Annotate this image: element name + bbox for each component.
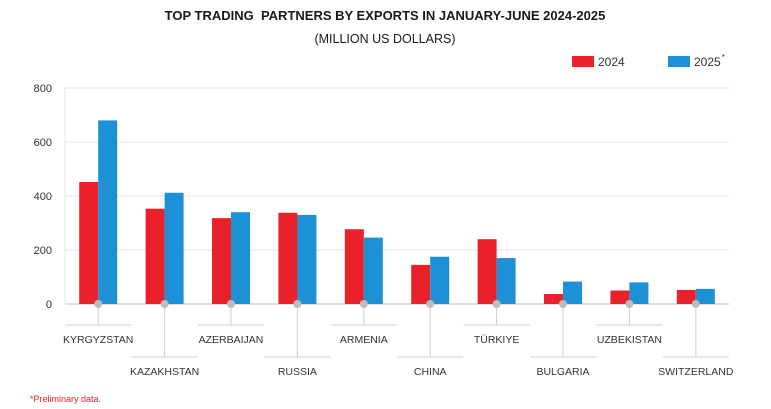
bar-2024-china (411, 264, 431, 304)
category-marker (691, 300, 700, 308)
bar-2024-türkiye (477, 239, 497, 304)
legend: 2024 2025 * (572, 53, 725, 69)
bar-2024-azerbaijan (212, 218, 231, 304)
bar-2025-armenia (363, 237, 383, 304)
bar-2024-bulgaria (544, 294, 563, 304)
category-marker (492, 300, 501, 308)
y-tick-label: 600 (34, 137, 52, 149)
chart-subtitle: (MILLION US DOLLARS) (314, 32, 455, 46)
category-marker (227, 300, 235, 308)
bar-2024-uzbekistan (610, 290, 630, 304)
bar-2025-bulgaria (563, 281, 582, 304)
category-marker (359, 300, 368, 308)
bar-2024-kazakhstan (145, 208, 165, 304)
category-marker (293, 300, 302, 308)
category-marker (160, 300, 169, 308)
legend-label-suffix: * (722, 53, 725, 62)
bar-2025-kazakhstan (164, 192, 184, 304)
x-tick-label: SWITZERLAND (658, 366, 734, 378)
category-marker (625, 300, 634, 308)
legend-swatch-2024 (572, 56, 594, 67)
x-tick-label: CHINA (414, 366, 447, 378)
category-marker (426, 300, 435, 308)
y-axis: 0 200 400 600 800 (34, 83, 66, 311)
x-tick-label: UZBEKISTAN (597, 334, 662, 346)
x-tick-label: BULGARIA (536, 366, 589, 378)
bars (79, 120, 715, 305)
bar-2025-russia (297, 214, 317, 304)
bar-2025-azerbaijan (231, 212, 250, 304)
x-tick-label: KAZAKHSTAN (130, 366, 199, 378)
y-tick-label: 800 (34, 83, 52, 95)
y-tick-label: 400 (34, 191, 52, 203)
bar-2025-switzerland (695, 288, 715, 304)
x-tick-label: TÜRKIYE (474, 334, 520, 346)
x-tick-label: RUSSIA (278, 366, 317, 378)
legend-label-2024: 2024 (598, 55, 625, 69)
category-marker (94, 300, 103, 308)
y-tick-label: 0 (46, 299, 52, 311)
x-tick-label: AZERBAIJAN (199, 334, 264, 346)
chart-title: TOP TRADING PARTNERS BY EXPORTS IN JANUA… (165, 8, 606, 23)
footnote: *Preliminary data. (30, 394, 101, 404)
x-tick-label: ARMENIA (340, 334, 388, 346)
legend-label-2025: 2025 (694, 55, 721, 69)
x-tick-label: KYRGYZSTAN (63, 334, 133, 346)
bar-2024-armenia (344, 229, 364, 304)
bar-2025-kyrgyzstan (98, 120, 118, 305)
bar-2024-russia (278, 212, 298, 304)
bar-2025-uzbekistan (629, 282, 649, 304)
bar-2025-china (430, 256, 450, 304)
bar-2025-türkiye (496, 258, 516, 304)
legend-swatch-2025 (668, 56, 690, 67)
y-tick-label: 200 (34, 245, 52, 257)
x-axis: KYRGYZSTAN KAZAKHSTAN AZERBAIJAN RUSSIA ARME… (63, 300, 734, 378)
bar-2024-switzerland (676, 289, 696, 304)
bar-2024-kyrgyzstan (79, 181, 99, 304)
category-marker (559, 300, 567, 308)
